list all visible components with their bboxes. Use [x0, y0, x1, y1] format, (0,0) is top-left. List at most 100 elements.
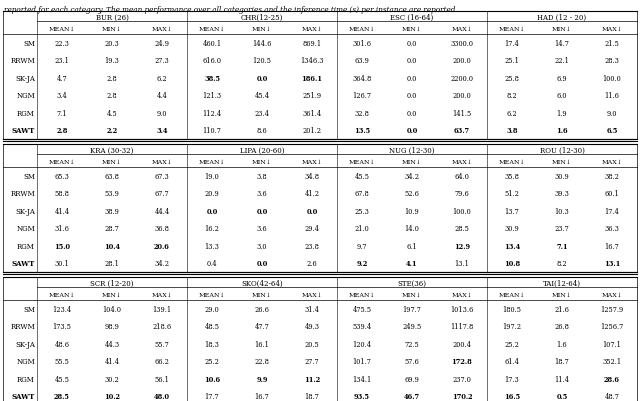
Text: TAI(12-64): TAI(12-64) — [543, 279, 581, 287]
Text: MAX↓: MAX↓ — [301, 160, 323, 164]
Text: 1.6: 1.6 — [557, 340, 567, 348]
Text: 539.4: 539.4 — [353, 322, 372, 330]
Text: 249.5: 249.5 — [403, 322, 422, 330]
Text: MEAN↓: MEAN↓ — [349, 292, 376, 297]
Text: 25.1: 25.1 — [504, 57, 520, 65]
Text: 2.2: 2.2 — [106, 127, 118, 135]
Text: MEAN↓: MEAN↓ — [49, 27, 76, 32]
Text: 56.1: 56.1 — [155, 375, 170, 383]
Text: 4.5: 4.5 — [107, 109, 117, 117]
Text: 98.9: 98.9 — [104, 322, 120, 330]
Text: 3.8: 3.8 — [506, 127, 518, 135]
Text: 13.4: 13.4 — [504, 242, 520, 250]
Text: MIN↓: MIN↓ — [252, 160, 272, 164]
Text: 35.8: 35.8 — [504, 172, 520, 180]
Text: 38.5: 38.5 — [204, 75, 220, 83]
Text: 0.0: 0.0 — [407, 92, 417, 100]
Text: 28.5: 28.5 — [454, 225, 469, 233]
Text: 301.6: 301.6 — [353, 40, 371, 48]
Text: 0.0: 0.0 — [206, 207, 218, 215]
Text: MIN↓: MIN↓ — [552, 27, 572, 32]
Text: 10.2: 10.2 — [104, 392, 120, 400]
Text: 3300.0: 3300.0 — [451, 40, 474, 48]
Text: MAX↓: MAX↓ — [301, 27, 323, 32]
Text: SCR (12-20): SCR (12-20) — [90, 279, 134, 287]
Text: 475.5: 475.5 — [353, 305, 372, 313]
Text: 3.6: 3.6 — [257, 225, 268, 233]
Text: 8.6: 8.6 — [257, 127, 268, 135]
Text: 21.5: 21.5 — [605, 40, 620, 48]
Text: 28.6: 28.6 — [604, 375, 620, 383]
Text: 23.7: 23.7 — [555, 225, 570, 233]
Text: BUR (26): BUR (26) — [95, 14, 129, 22]
Text: 120.5: 120.5 — [253, 57, 271, 65]
Text: 0.0: 0.0 — [307, 207, 317, 215]
Text: 134.1: 134.1 — [353, 375, 372, 383]
Text: 44.3: 44.3 — [104, 340, 120, 348]
Text: 121.3: 121.3 — [202, 92, 221, 100]
Text: 0.0: 0.0 — [407, 75, 417, 83]
Text: 3.8: 3.8 — [257, 172, 268, 180]
Text: MIN↓: MIN↓ — [402, 27, 422, 32]
Text: 1346.3: 1346.3 — [300, 57, 324, 65]
Text: 17.4: 17.4 — [504, 40, 520, 48]
Text: SM: SM — [23, 305, 35, 313]
Text: 20.3: 20.3 — [104, 40, 120, 48]
Text: MIN↓: MIN↓ — [252, 292, 272, 297]
Text: 26.8: 26.8 — [555, 322, 570, 330]
Text: RRWM: RRWM — [10, 190, 35, 198]
Text: SAWT: SAWT — [12, 259, 35, 267]
Text: 12.9: 12.9 — [454, 242, 470, 250]
Text: 2.8: 2.8 — [107, 92, 117, 100]
Text: 64.0: 64.0 — [454, 172, 469, 180]
Text: 24.9: 24.9 — [154, 40, 170, 48]
Text: 0.0: 0.0 — [257, 75, 268, 83]
Text: 67.7: 67.7 — [155, 190, 170, 198]
Text: MEAN↓: MEAN↓ — [49, 292, 76, 297]
Text: 67.8: 67.8 — [355, 190, 369, 198]
Text: MIN↓: MIN↓ — [102, 292, 122, 297]
Text: 6.2: 6.2 — [157, 75, 167, 83]
Text: 63.8: 63.8 — [104, 172, 120, 180]
Text: ROU (12-30): ROU (12-30) — [540, 147, 584, 155]
Text: 18.7: 18.7 — [555, 357, 570, 365]
Text: MIN↓: MIN↓ — [402, 292, 422, 297]
Text: 10.4: 10.4 — [104, 242, 120, 250]
Text: 6.1: 6.1 — [406, 242, 417, 250]
Text: 28.1: 28.1 — [104, 259, 120, 267]
Text: 19.0: 19.0 — [205, 172, 220, 180]
Text: 60.1: 60.1 — [605, 190, 620, 198]
Text: 20.9: 20.9 — [205, 190, 220, 198]
Text: 144.6: 144.6 — [252, 40, 272, 48]
Text: 2200.0: 2200.0 — [451, 75, 474, 83]
Text: 25.3: 25.3 — [355, 207, 369, 215]
Text: SK-JA: SK-JA — [15, 75, 35, 83]
Text: 29.4: 29.4 — [305, 225, 319, 233]
Text: SKO(42-64): SKO(42-64) — [241, 279, 283, 287]
Text: 7.1: 7.1 — [556, 242, 568, 250]
Text: 79.6: 79.6 — [454, 190, 469, 198]
Text: 4.7: 4.7 — [57, 75, 67, 83]
Text: CHR(12-25): CHR(12-25) — [241, 14, 283, 22]
Text: KRA (30-32): KRA (30-32) — [90, 147, 134, 155]
Text: MEAN↓: MEAN↓ — [499, 160, 525, 164]
Text: 9.7: 9.7 — [356, 242, 367, 250]
Text: 869.1: 869.1 — [303, 40, 321, 48]
Text: 9.0: 9.0 — [607, 109, 617, 117]
Text: 361.4: 361.4 — [302, 109, 322, 117]
Text: 197.2: 197.2 — [502, 322, 522, 330]
Text: 616.0: 616.0 — [202, 57, 221, 65]
Text: 63.9: 63.9 — [355, 57, 369, 65]
Text: 23.4: 23.4 — [255, 109, 269, 117]
Text: 28.5: 28.5 — [54, 392, 70, 400]
Text: 460.1: 460.1 — [202, 40, 221, 48]
Text: 10.9: 10.9 — [404, 207, 419, 215]
Text: 3.0: 3.0 — [257, 242, 268, 250]
Text: 21.0: 21.0 — [355, 225, 369, 233]
Text: 9.0: 9.0 — [157, 109, 167, 117]
Text: 197.7: 197.7 — [403, 305, 421, 313]
Text: 48.6: 48.6 — [54, 340, 70, 348]
Text: 100.0: 100.0 — [603, 75, 621, 83]
Text: MAX↓: MAX↓ — [152, 27, 173, 32]
Text: NGM: NGM — [16, 225, 35, 233]
